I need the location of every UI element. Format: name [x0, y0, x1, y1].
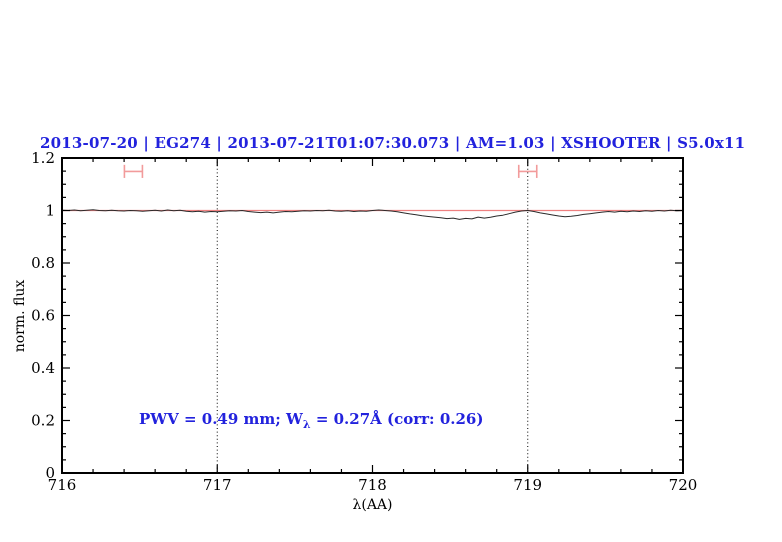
x-tick-label: 717	[203, 476, 232, 494]
y-tick-label: 1	[45, 202, 55, 220]
x-tick-label: 719	[513, 476, 542, 494]
y-axis-label: norm. flux	[12, 279, 28, 353]
pwv-annotation-subscript: λ	[302, 418, 311, 431]
x-tick-labels: 716 717 718 719 720	[48, 476, 698, 494]
plot-title: 2013-07-20 | EG274 | 2013-07-21T01:07:30…	[40, 134, 746, 152]
pwv-annotation-prefix: PWV = 0.49 mm; W	[139, 410, 303, 428]
x-tick-label: 720	[669, 476, 698, 494]
y-tick-label: 1.2	[31, 149, 55, 167]
y-tick-label: 0.2	[31, 412, 55, 430]
pwv-annotation: PWV = 0.49 mm; Wλ = 0.27Å (corr: 0.26)	[139, 410, 483, 431]
y-tick-label: 0	[45, 464, 55, 482]
axis-ticks	[61, 157, 684, 474]
y-tick-label: 0.8	[31, 254, 55, 272]
y-tick-label: 0.6	[31, 307, 55, 325]
spectrum-line	[61, 209, 684, 220]
y-tick-label: 0.4	[31, 359, 55, 377]
x-tick-label: 718	[358, 476, 387, 494]
pwv-annotation-suffix: = 0.27Å (corr: 0.26)	[310, 410, 484, 428]
y-tick-labels: 0 0.2 0.4 0.6 0.8 1 1.2	[31, 149, 55, 482]
x-axis-label: λ(AA)	[352, 497, 393, 513]
x-tick-label: 716	[48, 476, 77, 494]
telluric-markers	[123, 164, 538, 178]
